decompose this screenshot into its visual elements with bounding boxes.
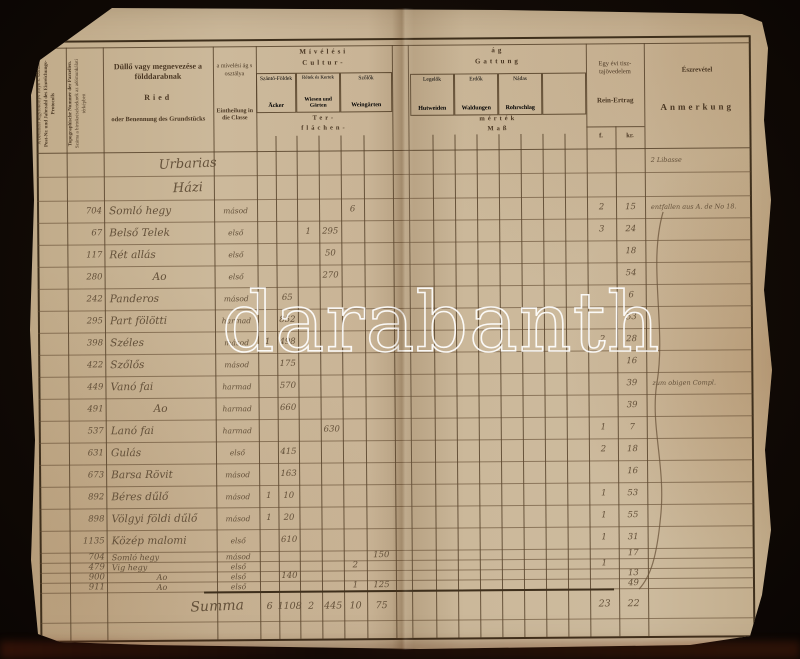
center-fold: [392, 8, 414, 650]
table-grid: Urbarias 2 Libasse Házi 704 Somló hegy másod 6…: [35, 35, 756, 643]
